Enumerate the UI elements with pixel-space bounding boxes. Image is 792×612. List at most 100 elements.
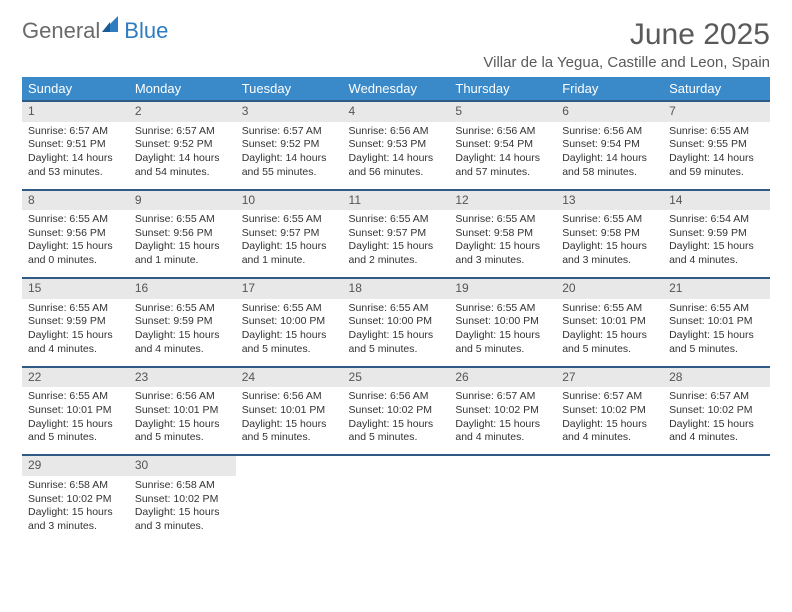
sunset-text: Sunset: 9:59 PM [135, 315, 230, 329]
day1-text: Daylight: 15 hours [669, 418, 764, 432]
logo-text-blue: Blue [124, 18, 168, 44]
day2-text: and 5 minutes. [349, 431, 444, 445]
day-cell: Sunrise: 6:55 AMSunset: 9:57 PMDaylight:… [343, 210, 450, 278]
sunrise-text: Sunrise: 6:55 AM [135, 302, 230, 316]
sunrise-text: Sunrise: 6:55 AM [669, 302, 764, 316]
day1-text: Daylight: 14 hours [562, 152, 657, 166]
sunset-text: Sunset: 10:02 PM [349, 404, 444, 418]
sunset-text: Sunset: 10:01 PM [242, 404, 337, 418]
day-number: 16 [129, 278, 236, 299]
sunset-text: Sunset: 9:57 PM [349, 227, 444, 241]
sunset-text: Sunset: 9:54 PM [562, 138, 657, 152]
day1-text: Daylight: 15 hours [349, 240, 444, 254]
sunrise-text: Sunrise: 6:56 AM [455, 125, 550, 139]
sunrise-text: Sunrise: 6:55 AM [669, 125, 764, 139]
day-cell: Sunrise: 6:55 AMSunset: 10:00 PMDaylight… [449, 299, 556, 367]
sunset-text: Sunset: 10:02 PM [135, 493, 230, 507]
day1-text: Daylight: 15 hours [242, 329, 337, 343]
day2-text: and 4 minutes. [669, 254, 764, 268]
day-cell: Sunrise: 6:55 AMSunset: 10:00 PMDaylight… [343, 299, 450, 367]
day2-text: and 3 minutes. [455, 254, 550, 268]
day-number: 22 [22, 367, 129, 388]
daynum-row: 15161718192021 [22, 278, 770, 299]
day-number: 30 [129, 455, 236, 476]
sunrise-text: Sunrise: 6:55 AM [242, 302, 337, 316]
day2-text: and 4 minutes. [135, 343, 230, 357]
sunrise-text: Sunrise: 6:55 AM [135, 213, 230, 227]
sunrise-text: Sunrise: 6:56 AM [242, 390, 337, 404]
weekday-friday: Friday [556, 77, 663, 101]
day2-text: and 3 minutes. [28, 520, 123, 534]
day1-text: Daylight: 15 hours [28, 240, 123, 254]
sunrise-text: Sunrise: 6:58 AM [135, 479, 230, 493]
day2-text: and 5 minutes. [562, 343, 657, 357]
day-number: 14 [663, 190, 770, 211]
day1-text: Daylight: 15 hours [135, 418, 230, 432]
day2-text: and 4 minutes. [455, 431, 550, 445]
day-number: 5 [449, 101, 556, 122]
day-number: 4 [343, 101, 450, 122]
page-title: June 2025 [483, 18, 770, 52]
day2-text: and 4 minutes. [28, 343, 123, 357]
day-number: 11 [343, 190, 450, 211]
sunset-text: Sunset: 10:02 PM [669, 404, 764, 418]
day1-text: Daylight: 14 hours [242, 152, 337, 166]
day-cell: Sunrise: 6:56 AMSunset: 10:01 PMDaylight… [236, 387, 343, 455]
content-row: Sunrise: 6:55 AMSunset: 10:01 PMDaylight… [22, 387, 770, 455]
daynum-row: 891011121314 [22, 190, 770, 211]
day1-text: Daylight: 14 hours [135, 152, 230, 166]
day1-text: Daylight: 15 hours [28, 506, 123, 520]
day1-text: Daylight: 15 hours [349, 418, 444, 432]
sunset-text: Sunset: 10:02 PM [455, 404, 550, 418]
day1-text: Daylight: 15 hours [135, 329, 230, 343]
sunrise-text: Sunrise: 6:57 AM [28, 125, 123, 139]
day-number: 19 [449, 278, 556, 299]
day-number: 27 [556, 367, 663, 388]
day-cell: Sunrise: 6:55 AMSunset: 9:57 PMDaylight:… [236, 210, 343, 278]
sunset-text: Sunset: 9:56 PM [135, 227, 230, 241]
day-number: 2 [129, 101, 236, 122]
day-number [343, 455, 450, 476]
daynum-row: 22232425262728 [22, 367, 770, 388]
sunset-text: Sunset: 10:00 PM [455, 315, 550, 329]
day2-text: and 3 minutes. [135, 520, 230, 534]
day2-text: and 1 minute. [242, 254, 337, 268]
day-cell: Sunrise: 6:55 AMSunset: 10:00 PMDaylight… [236, 299, 343, 367]
day2-text: and 57 minutes. [455, 166, 550, 180]
logo-sail-icon [100, 14, 122, 41]
day2-text: and 3 minutes. [562, 254, 657, 268]
day1-text: Daylight: 15 hours [455, 329, 550, 343]
sunrise-text: Sunrise: 6:55 AM [28, 213, 123, 227]
sunset-text: Sunset: 9:59 PM [669, 227, 764, 241]
sunrise-text: Sunrise: 6:55 AM [455, 302, 550, 316]
day2-text: and 4 minutes. [669, 431, 764, 445]
sunrise-text: Sunrise: 6:57 AM [562, 390, 657, 404]
header: General Blue June 2025 Villar de la Yegu… [22, 18, 770, 71]
content-row: Sunrise: 6:58 AMSunset: 10:02 PM Daylight… [22, 476, 770, 544]
sunrise-text: Sunrise: 6:54 AM [669, 213, 764, 227]
day-cell: Sunrise: 6:56 AMSunset: 10:02 PMDaylight… [343, 387, 450, 455]
logo: General Blue [22, 18, 168, 44]
day-cell: Sunrise: 6:55 AMSunset: 10:01 PMDaylight… [22, 387, 129, 455]
day-cell: Sunrise: 6:57 AMSunset: 9:52 PMDaylight:… [236, 122, 343, 190]
sunset-text: Sunset: 9:52 PM [135, 138, 230, 152]
sunset-text: Sunset: 10:02 PM [562, 404, 657, 418]
day2-text: and 5 minutes. [135, 431, 230, 445]
sunset-text: Sunset: 9:57 PM [242, 227, 337, 241]
sunset-text: Sunset: 9:54 PM [455, 138, 550, 152]
content-row: Sunrise: 6:55 AMSunset: 9:59 PMDaylight:… [22, 299, 770, 367]
day-number: 3 [236, 101, 343, 122]
day-cell: Sunrise: 6:58 AMSunset: 10:02 PMDaylight… [22, 476, 129, 544]
day2-text: and 53 minutes. [28, 166, 123, 180]
day-number: 24 [236, 367, 343, 388]
sunset-text: Sunset: 9:53 PM [349, 138, 444, 152]
weekday-saturday: Saturday [663, 77, 770, 101]
logo-text-general: General [22, 18, 100, 44]
day2-text: and 55 minutes. [242, 166, 337, 180]
day-number: 25 [343, 367, 450, 388]
day-cell: Sunrise: 6:55 AMSunset: 9:58 PMDaylight:… [556, 210, 663, 278]
sunset-text: Sunset: 10:01 PM [562, 315, 657, 329]
day-cell: Sunrise: 6:55 AMSunset: 9:55 PMDaylight:… [663, 122, 770, 190]
day-cell [449, 476, 556, 544]
sunset-text: Sunset: 10:00 PM [349, 315, 444, 329]
